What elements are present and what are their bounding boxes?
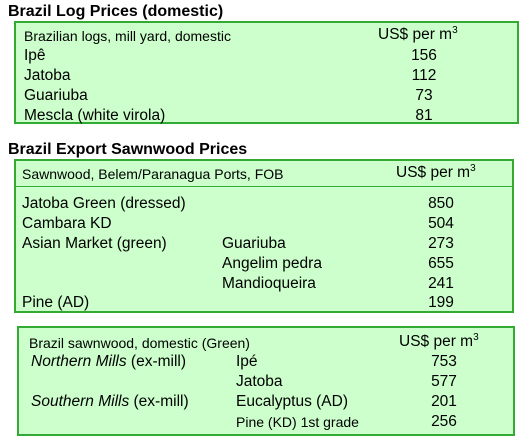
export-sawnwood-table: Sawnwood, Belem/Paranagua Ports, FOB US$… (14, 159, 514, 313)
export-sawnwood-title: Brazil Export Sawnwood Prices (8, 141, 248, 158)
log-row-value: 73 (415, 87, 433, 104)
export-row-value: 655 (428, 255, 454, 272)
domestic-header-label: Brazil sawnwood, domestic (Green) (29, 335, 250, 351)
log-row-name: Ipê (24, 47, 46, 64)
export-header-label: Sawnwood, Belem/Paranagua Ports, FOB (22, 166, 284, 182)
log-row-value: 156 (411, 47, 437, 64)
domestic-row-value: 577 (431, 373, 457, 390)
export-row-species: Angelim pedra (222, 255, 322, 272)
export-row-name: Asian Market (green) (22, 235, 167, 252)
log-row-name: Jatoba (24, 67, 71, 84)
export-row-value: 241 (428, 275, 454, 292)
domestic-row-name: Pine (KD) 1st grade (236, 414, 359, 430)
log-prices-header-label: Brazilian logs, mill yard, domestic (24, 28, 231, 44)
domestic-sawnwood-table: Brazil sawnwood, domestic (Green) US$ pe… (17, 326, 515, 436)
domestic-row-name: Jatoba (236, 373, 283, 390)
log-prices-unit: US$ per m3 (378, 25, 458, 44)
export-header-divider (16, 186, 512, 187)
export-row-name: Cambara KD (22, 215, 112, 232)
log-row-value: 81 (415, 107, 433, 124)
log-row-name: Guariuba (24, 87, 88, 104)
southern-mills-label: Southern Mills (ex-mill) (31, 393, 189, 410)
northern-mills-label: Northern Mills (ex-mill) (31, 353, 187, 370)
domestic-row-value: 256 (431, 413, 457, 430)
domestic-row-value: 753 (431, 353, 457, 370)
export-row-name: Pine (AD) (22, 294, 90, 311)
domestic-row-value: 201 (431, 393, 457, 410)
log-row-value: 112 (411, 67, 437, 84)
domestic-row-name: Eucalyptus (AD) (236, 393, 348, 410)
domestic-row-name: Ipé (236, 353, 258, 370)
export-row-value: 850 (428, 195, 454, 212)
log-prices-title: Brazil Log Prices (domestic) (8, 3, 224, 20)
export-unit: US$ per m3 (396, 163, 476, 182)
domestic-unit: US$ per m3 (399, 332, 479, 351)
log-row-name: Mescla (white virola) (24, 107, 166, 124)
export-row-species: Guariuba (222, 235, 286, 252)
export-row-value: 199 (428, 294, 454, 311)
export-row-name: Jatoba Green (dressed) (22, 195, 186, 212)
export-row-value: 504 (428, 215, 454, 232)
log-prices-table: Brazilian logs, mill yard, domestic US$ … (14, 21, 519, 124)
export-row-value: 273 (428, 235, 454, 252)
export-row-species: Mandioqueira (222, 275, 316, 292)
